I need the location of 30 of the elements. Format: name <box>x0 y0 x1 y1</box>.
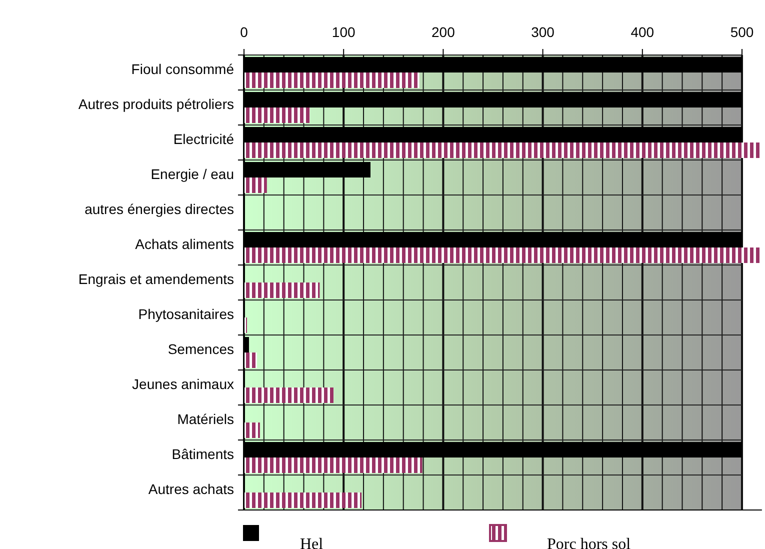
bar <box>244 458 422 473</box>
bar <box>244 388 334 403</box>
y-tick-label: Bâtiments <box>172 446 234 462</box>
x-tick-label: 300 <box>531 24 555 40</box>
x-tick-label: 200 <box>432 24 456 40</box>
bar <box>244 108 310 123</box>
y-tick-label: Phytosanitaires <box>138 306 234 322</box>
x-tick-label: 500 <box>730 24 754 40</box>
bar <box>244 178 267 193</box>
y-tick-label: Achats aliments <box>135 236 234 252</box>
y-tick-label: Engrais et amendements <box>78 271 234 288</box>
x-tick-label: 400 <box>630 24 654 40</box>
y-tick-label: Energie / eau <box>150 166 234 182</box>
bar <box>244 492 362 508</box>
y-tick-label: Electricité <box>173 131 234 148</box>
y-tick-label: Autres produits pétroliers <box>78 96 234 112</box>
x-tick-label: 100 <box>332 24 356 40</box>
text: Hel <box>300 536 324 549</box>
y-tick-label: Fioul consommé <box>131 61 234 78</box>
bar <box>244 72 420 88</box>
bar <box>244 282 320 298</box>
y-tick-label: Jeunes animaux <box>132 376 234 392</box>
y-tick-label: Autres achats <box>148 481 234 498</box>
y-tick-label: Semences <box>168 341 234 358</box>
text: Porc hors sol <box>547 536 632 549</box>
y-tick-label: autres énergies directes <box>84 201 234 218</box>
y-tick-label: Matériels <box>177 411 234 428</box>
bar <box>244 352 257 368</box>
bar <box>244 422 260 438</box>
x-tick-label: 0 <box>240 24 248 40</box>
